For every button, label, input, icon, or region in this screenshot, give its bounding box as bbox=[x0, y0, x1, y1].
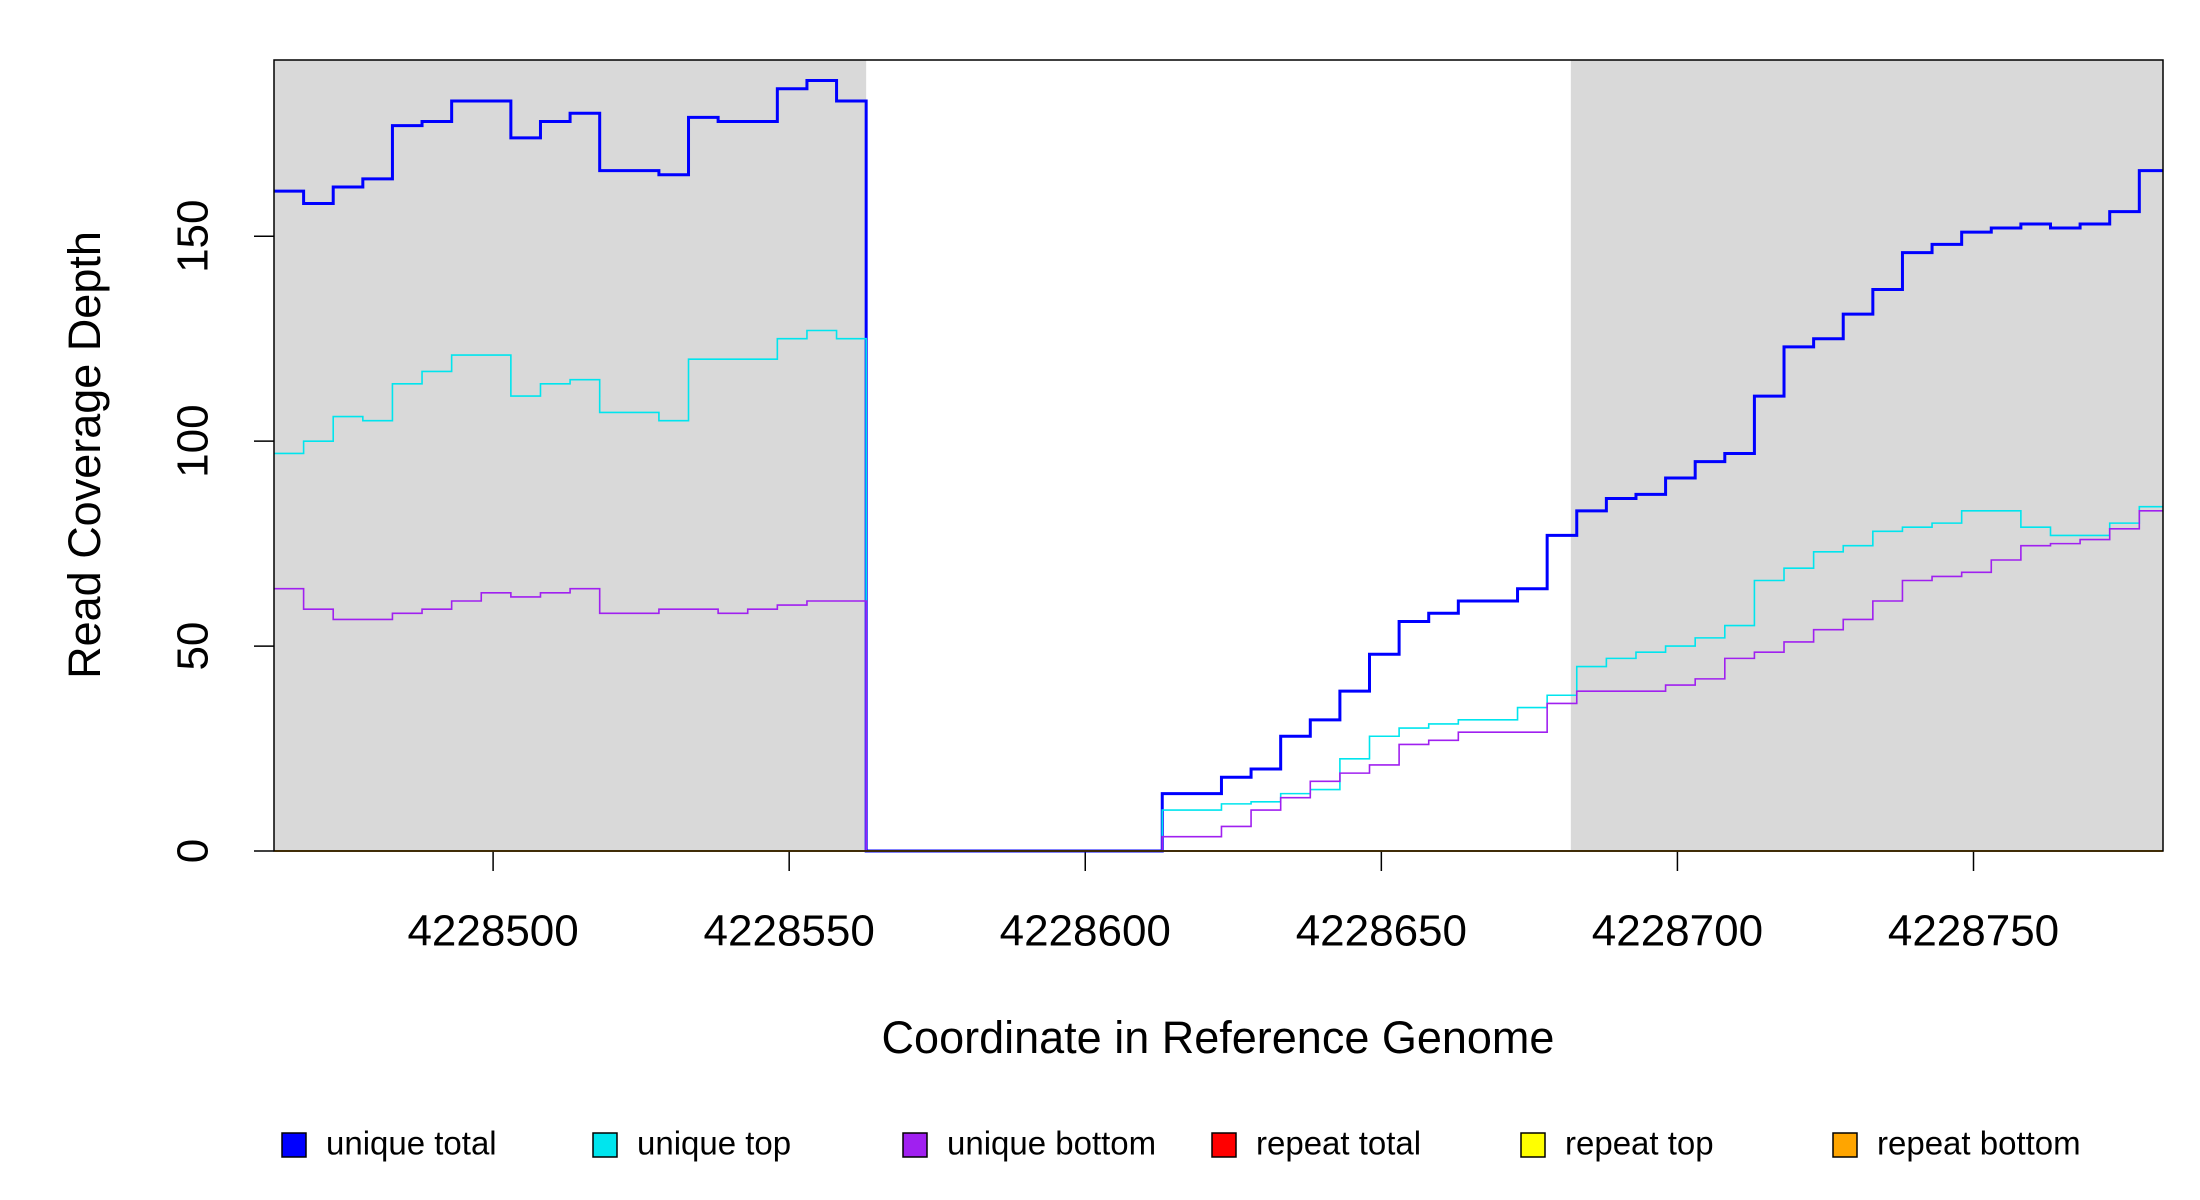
shaded-region bbox=[274, 60, 867, 851]
legend-swatch bbox=[902, 1132, 928, 1158]
x-tick-label: 4228550 bbox=[704, 907, 875, 956]
y-tick-label: 50 bbox=[169, 622, 218, 671]
legend-label: repeat total bbox=[1256, 1125, 1421, 1162]
y-axis-label: Read Coverage Depth bbox=[59, 231, 110, 679]
legend-swatch bbox=[592, 1132, 618, 1158]
x-tick-label: 4228650 bbox=[1296, 907, 1467, 956]
legend-label: repeat bottom bbox=[1877, 1125, 2081, 1162]
x-tick-label: 4228500 bbox=[407, 907, 578, 956]
x-tick-label: 4228600 bbox=[1000, 907, 1171, 956]
shaded-region bbox=[1570, 60, 2163, 851]
legend-swatch bbox=[1211, 1132, 1237, 1158]
coverage-line bbox=[274, 78, 2163, 853]
legend-swatch bbox=[1832, 1132, 1858, 1158]
y-tick-label: 100 bbox=[169, 404, 218, 477]
plot-frame bbox=[273, 59, 2164, 852]
legend-swatch bbox=[281, 1132, 307, 1158]
y-tick-label: 0 bbox=[169, 839, 218, 863]
legend-label: repeat top bbox=[1565, 1125, 1714, 1162]
y-tick-label: 150 bbox=[169, 200, 218, 273]
coverage-line bbox=[274, 510, 2163, 852]
legend-label: unique top bbox=[637, 1125, 791, 1162]
x-axis-label: Coordinate in Reference Genome bbox=[882, 1012, 1555, 1063]
legend-label: unique bottom bbox=[947, 1125, 1156, 1162]
legend-swatch bbox=[1520, 1132, 1546, 1158]
x-tick-label: 4228750 bbox=[1888, 907, 2059, 956]
x-tick-label: 4228700 bbox=[1592, 907, 1763, 956]
legend-label: unique total bbox=[326, 1125, 497, 1162]
